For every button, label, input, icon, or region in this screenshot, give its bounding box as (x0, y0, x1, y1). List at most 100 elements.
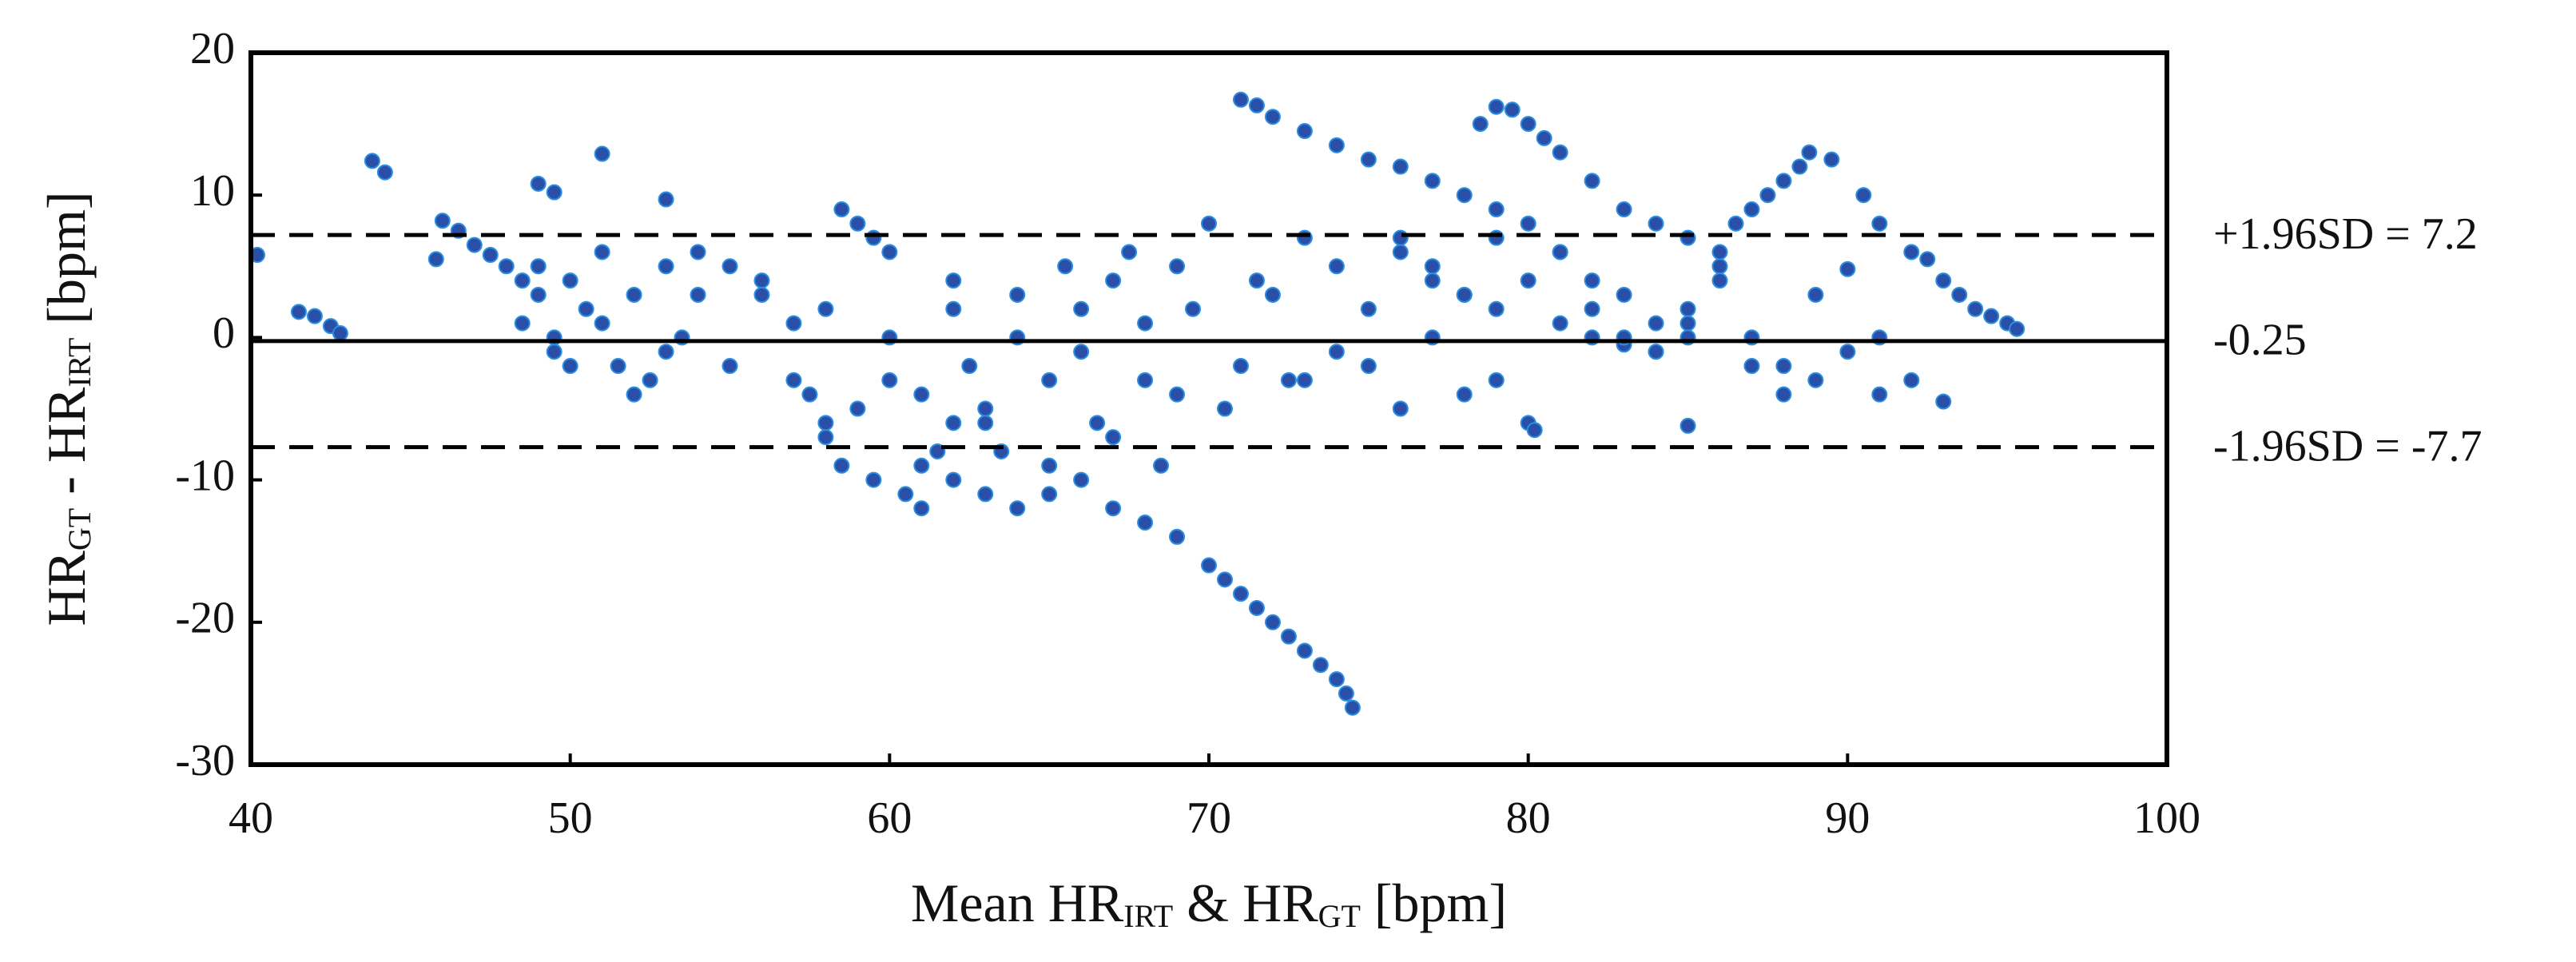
point (290, 304, 307, 320)
point (849, 215, 866, 232)
point (546, 184, 563, 201)
point (849, 400, 866, 417)
point (1743, 201, 1760, 218)
point (1791, 158, 1808, 175)
point (1807, 286, 1824, 303)
point (1280, 628, 1297, 645)
point (1392, 229, 1409, 246)
point (753, 272, 770, 289)
point (1264, 614, 1281, 630)
point (913, 386, 930, 403)
label-part: Mean HR (911, 873, 1124, 933)
label-part: - HR (36, 387, 97, 508)
point (1089, 415, 1106, 431)
point (817, 429, 834, 446)
point (1121, 244, 1138, 260)
point (977, 486, 994, 503)
point (1951, 286, 1968, 303)
point (1169, 258, 1186, 275)
point (1711, 258, 1728, 275)
point (1328, 344, 1345, 360)
point (1296, 123, 1313, 140)
point (1504, 101, 1521, 118)
point (1392, 400, 1409, 417)
y-tick-label: -10 (175, 451, 235, 500)
point (1919, 251, 1936, 268)
x-tick-label: 80 (1506, 793, 1551, 843)
point (1648, 344, 1664, 360)
point (1041, 457, 1058, 474)
point (1105, 272, 1122, 289)
reference-label: -0.25 (2213, 316, 2307, 365)
x-tick-label: 70 (1187, 793, 1231, 843)
point (1648, 215, 1664, 232)
point (913, 500, 930, 517)
point (833, 457, 850, 474)
point (817, 415, 834, 431)
point (881, 372, 898, 388)
point (1935, 393, 1952, 410)
point (1073, 300, 1090, 317)
point (1296, 229, 1313, 246)
point (1169, 386, 1186, 403)
point (1871, 386, 1888, 403)
point (1680, 315, 1696, 332)
label-subscript: IRT (1123, 898, 1173, 934)
point (722, 258, 738, 275)
point (1520, 272, 1536, 289)
x-tick-label: 50 (548, 793, 593, 843)
point (1296, 642, 1313, 659)
point (1584, 300, 1600, 317)
point (427, 251, 444, 268)
point (1680, 229, 1696, 246)
point (1711, 272, 1728, 289)
point (1526, 422, 1543, 439)
y-tick-label: -30 (175, 736, 235, 785)
point (1807, 372, 1824, 388)
point (1248, 97, 1265, 113)
point (1328, 137, 1345, 153)
point (945, 300, 962, 317)
point (1743, 358, 1760, 375)
point (1248, 272, 1265, 289)
point (1456, 286, 1473, 303)
point (1216, 400, 1233, 417)
point (1472, 116, 1489, 133)
point (1775, 386, 1792, 403)
label-subscript: IRT (62, 338, 97, 388)
point (658, 191, 674, 208)
point (1057, 258, 1074, 275)
point (498, 258, 515, 275)
point (1312, 657, 1329, 674)
point (1488, 98, 1505, 115)
point (1105, 500, 1122, 517)
point (594, 244, 610, 260)
point (1552, 315, 1568, 332)
point (1680, 300, 1696, 317)
point (514, 272, 531, 289)
point (1296, 372, 1313, 388)
point (1903, 244, 1920, 260)
point (1328, 671, 1345, 688)
point (1153, 457, 1170, 474)
point (562, 272, 578, 289)
point (1711, 244, 1728, 260)
y-tick-label: 0 (213, 308, 235, 358)
point (1201, 215, 1217, 232)
point (1360, 151, 1377, 168)
point (1855, 187, 1872, 204)
point (1584, 272, 1600, 289)
point (1839, 344, 1856, 360)
point (1105, 429, 1122, 446)
x-tick-label: 40 (229, 793, 273, 843)
point (1248, 599, 1265, 616)
point (1552, 244, 1568, 260)
point (801, 386, 818, 403)
point (530, 286, 547, 303)
point (1536, 129, 1552, 146)
point (1584, 173, 1600, 189)
point (546, 344, 563, 360)
point (1137, 372, 1154, 388)
point (364, 153, 380, 169)
